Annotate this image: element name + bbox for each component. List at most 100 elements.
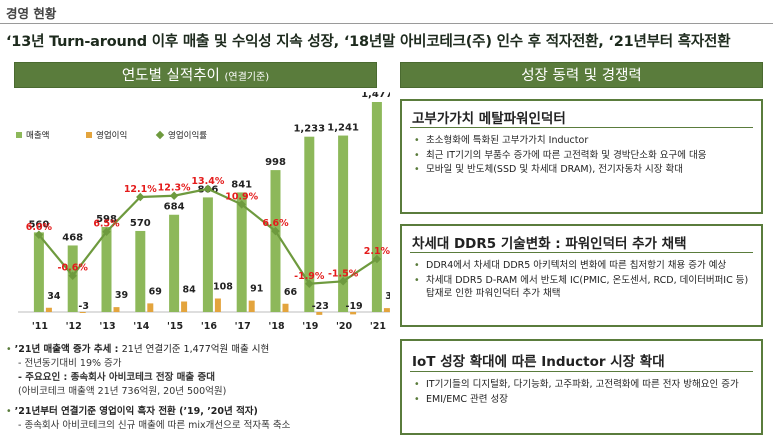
x-tick-label: '16 (201, 321, 218, 332)
op-income-label: 39 (115, 290, 128, 301)
note-2-sub-1: - 종속회사 아비코테크의 신규 매출에 따른 mix개선으로 적자폭 축소 (18, 420, 291, 431)
op-income-label: 66 (284, 287, 298, 298)
headline: ‘13년 Turn-around 이후 매출 및 수익성 지속 성장, ‘18년… (6, 34, 731, 50)
op-income-label: 91 (250, 284, 263, 295)
card-item-text: 차세대 DDR5 D-RAM 에서 반도체 IC(PMIC, 온도센서, RCD… (426, 274, 749, 300)
note-2-head: ’21년부터 연결기준 영업이익 흑자 전환 (’19, ’20년 적자) (14, 406, 258, 417)
x-tick-label: '17 (235, 321, 251, 332)
x-tick-label: '18 (268, 321, 285, 332)
margin-label: 6.5% (93, 219, 120, 230)
op-income-bar (248, 300, 255, 312)
margin-marker (237, 200, 246, 209)
margin-label: 10.9% (225, 191, 258, 202)
legend-margin-swatch (155, 130, 165, 140)
revenue-label: 1,241 (327, 123, 359, 134)
revenue-label: 560 (28, 219, 49, 230)
op-income-label: 31 (385, 291, 390, 302)
op-income-bar (350, 312, 357, 315)
bullet-icon: • (414, 164, 420, 175)
margin-label: 2.1% (364, 246, 390, 257)
margin-label: 12.1% (124, 184, 157, 195)
x-tick-label: '20 (336, 321, 353, 332)
card-ddr5: 차세대 DDR5 기술변화 : 파워인덕터 추가 채택 • DDR4에서 차세대 … (400, 224, 763, 327)
revenue-bar (270, 170, 281, 312)
card-title: IoT 성장 확대에 따른 Inductor 시장 확대 (412, 354, 665, 370)
op-income-label: 108 (213, 282, 233, 293)
bullet-icon: • (414, 379, 420, 390)
revenue-label: 1,233 (293, 124, 325, 135)
note-1-sub-2: - 주요요인 : 종속회사 아비코테크 전장 매출 증대 (18, 372, 215, 383)
card-title: 고부가가치 메탈파워인덕터 (412, 111, 566, 127)
card-list: • 초소형화에 특화된 고부가가치 Inductor • 최근 IT기기의 부품수 … (402, 128, 761, 182)
op-income-label: 84 (182, 285, 196, 296)
card-item-text: 모바일 및 반도체(SSD 및 차세대 DRAM), 전기자동차 시장 확대 (426, 164, 683, 175)
op-income-label: -19 (346, 301, 363, 312)
revenue-label: 570 (130, 218, 151, 229)
notes-block: • ’21년 매출액 증가 추세 : 21년 연결기준 1,477억원 매출 시… (6, 343, 396, 433)
margin-marker (372, 254, 382, 264)
top-rule (0, 23, 773, 24)
legend-op-income-swatch (86, 132, 92, 138)
revenue-bar (304, 136, 315, 312)
margin-marker (102, 227, 111, 236)
card-rule (410, 252, 753, 253)
performance-chart: 5604685985706848068419981,2331,2411,4773… (0, 89, 399, 342)
bullet-icon: • (414, 149, 420, 161)
x-tick-label: '12 (66, 321, 82, 332)
card-item: • 차세대 DDR5 D-RAM 에서 반도체 IC(PMIC, 온도센서, RC… (414, 274, 751, 301)
card-item-text: 최근 IT기기의 부품수 증가에 따른 고전력화 및 경박단소화 요구에 대응 (426, 149, 707, 161)
revenue-bar (236, 192, 247, 312)
margin-marker (271, 226, 280, 236)
revenue-bar (135, 230, 146, 312)
op-income-bar (214, 298, 221, 312)
x-tick-label: '21 (370, 321, 386, 332)
card-item: • IT기기들의 디지털화, 다기능화, 고주파화, 고전력화에 따른 전자 방해… (414, 378, 751, 392)
legend-revenue-label: 매출액 (26, 130, 49, 141)
section-label: 경영 현황 (6, 6, 57, 21)
card-item: • DDR4에서 차세대 DDR5 아키텍처의 변화에 따른 칩저항기 채용 증가… (414, 259, 751, 273)
revenue-bar (338, 135, 349, 312)
card-item: • 최근 IT기기의 부품수 증가에 따른 고전력화 및 경박단소화 요구에 대응 (414, 149, 751, 163)
revenue-label: 598 (96, 214, 117, 225)
margin-marker (68, 271, 77, 280)
chart-panel-subtitle: (연결기준) (224, 72, 270, 83)
note-2: • ’21년부터 연결기준 영업이익 흑자 전환 (’19, ’20년 적자) (6, 405, 396, 419)
x-tick-label: '15 (167, 321, 183, 332)
revenue-label: 1,477 (361, 92, 390, 100)
op-income-label: -23 (312, 301, 329, 312)
op-income-bar (316, 312, 323, 315)
margin-marker (203, 184, 213, 194)
note-1: • ’21년 매출액 증가 추세 : 21년 연결기준 1,477억원 매출 시… (6, 343, 396, 357)
margin-marker (338, 277, 348, 286)
chart-panel-header: 연도별 실적추이 (연결기준) (14, 62, 377, 88)
margin-label: 6.0% (26, 222, 53, 233)
revenue-bar (169, 214, 180, 312)
card-item: • 초소형화에 특화된 고부가가치 Inductor (414, 134, 751, 148)
op-income-bar (147, 303, 154, 312)
revenue-bar (101, 226, 112, 312)
card-iot: IoT 성장 확대에 따른 Inductor 시장 확대 • IT기기들의 디지털… (400, 339, 763, 435)
revenue-label: 841 (231, 179, 252, 190)
note-bullet: • (6, 406, 12, 417)
x-tick-label: '13 (99, 321, 115, 332)
note-1-head: ’21년 매출액 증가 추세 : (14, 344, 122, 355)
margin-label: -0.6% (58, 263, 89, 274)
legend-op-income-label: 영업이익 (96, 130, 127, 141)
op-income-label: -3 (78, 301, 89, 312)
op-income-label: 69 (149, 286, 162, 297)
bullet-icon: • (414, 393, 420, 405)
revenue-bar (371, 102, 382, 312)
op-income-bar (383, 308, 390, 312)
legend-revenue-swatch (16, 132, 22, 138)
card-item-text: DDR4에서 차세대 DDR5 아키텍처의 변화에 따른 칩저항기 채용 증가 … (426, 260, 727, 271)
margin-label: 13.4% (191, 176, 224, 187)
op-income-bar (79, 312, 86, 313)
margin-marker (34, 230, 44, 240)
card-item: • 모바일 및 반도체(SSD 및 차세대 DRAM), 전기자동차 시장 확대 (414, 163, 751, 177)
margin-label: -1.5% (328, 268, 359, 279)
op-income-bar (181, 301, 188, 312)
bullet-icon: • (414, 135, 420, 146)
op-income-label: 34 (47, 291, 61, 302)
note-1-rest: 21년 연결기준 1,477억원 매출 시현 (121, 344, 270, 355)
x-tick-label: '14 (133, 321, 150, 332)
